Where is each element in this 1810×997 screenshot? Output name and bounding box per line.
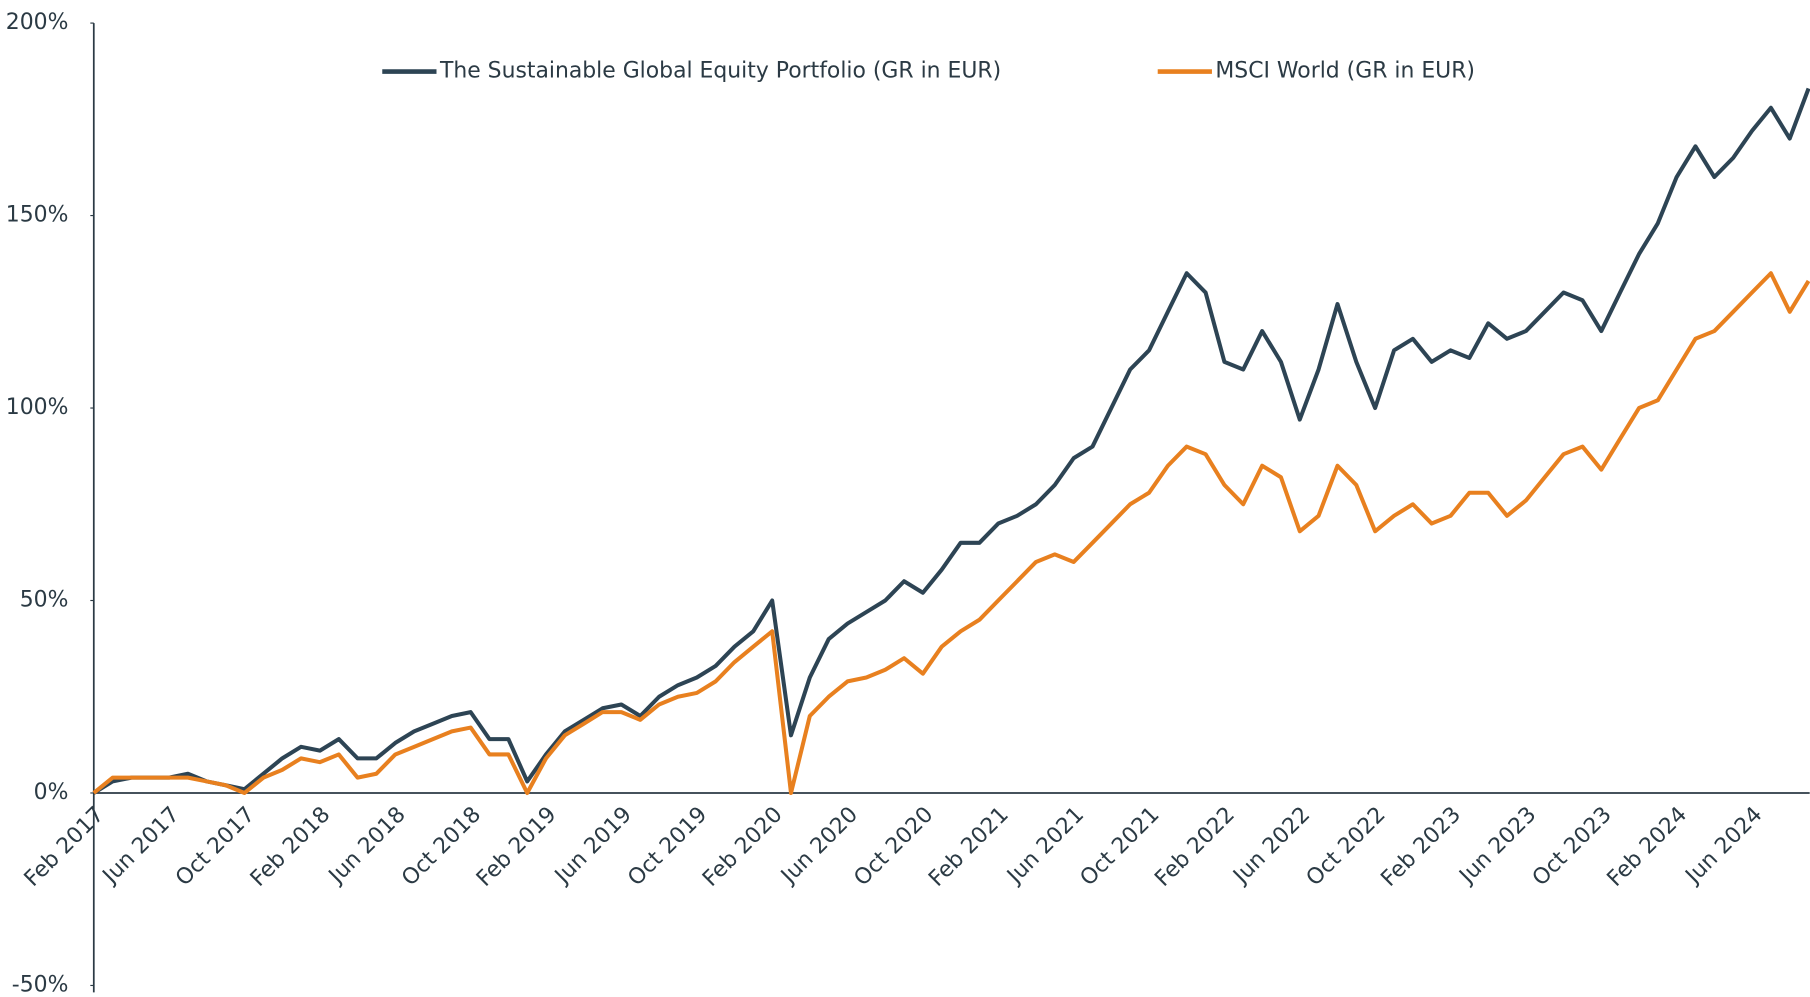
x-tick-label: Feb 2023 — [1376, 802, 1465, 891]
x-tick-label: Oct 2021 — [1076, 802, 1165, 891]
x-tick-label: Feb 2024 — [1603, 802, 1692, 891]
legend-label: MSCI World (GR in EUR) — [1215, 59, 1475, 84]
y-tick-label: -50% — [12, 972, 69, 997]
x-tick-label: Oct 2022 — [1302, 802, 1391, 891]
x-tick-label: Jun 2021 — [1001, 802, 1089, 890]
x-tick-label: Oct 2019 — [623, 802, 712, 891]
y-tick-label: 0% — [34, 780, 69, 805]
y-tick-label: 150% — [6, 203, 69, 228]
x-tick-label: Jun 2018 — [323, 802, 411, 890]
x-tick-label: Feb 2021 — [924, 802, 1013, 891]
series-line — [92, 271, 1810, 796]
y-tick-label: 50% — [20, 588, 69, 613]
x-tick-label: Jun 2022 — [1228, 802, 1316, 890]
x-tick-label: Jun 2017 — [97, 802, 185, 890]
x-tick-label: Jun 2023 — [1454, 802, 1542, 890]
y-tick-label: 100% — [6, 395, 69, 420]
x-tick-label: Jun 2020 — [775, 802, 863, 890]
x-tick-label: Feb 2020 — [698, 802, 787, 891]
x-tick-label: Oct 2017 — [171, 802, 260, 891]
x-tick-label: Feb 2022 — [1150, 802, 1239, 891]
x-tick-label: Jun 2024 — [1680, 802, 1768, 890]
x-tick-label: Feb 2017 — [20, 802, 109, 891]
y-tick-label: 200% — [6, 10, 69, 35]
x-tick-label: Feb 2018 — [246, 802, 335, 891]
x-tick-label: Oct 2018 — [397, 802, 486, 891]
x-tick-label: Jun 2019 — [549, 802, 637, 890]
x-tick-label: Oct 2020 — [850, 802, 939, 891]
x-tick-label: Oct 2023 — [1528, 802, 1617, 891]
legend-label: The Sustainable Global Equity Portfolio … — [439, 59, 1001, 84]
series-line — [92, 87, 1810, 795]
x-tick-label: Feb 2019 — [472, 802, 561, 891]
